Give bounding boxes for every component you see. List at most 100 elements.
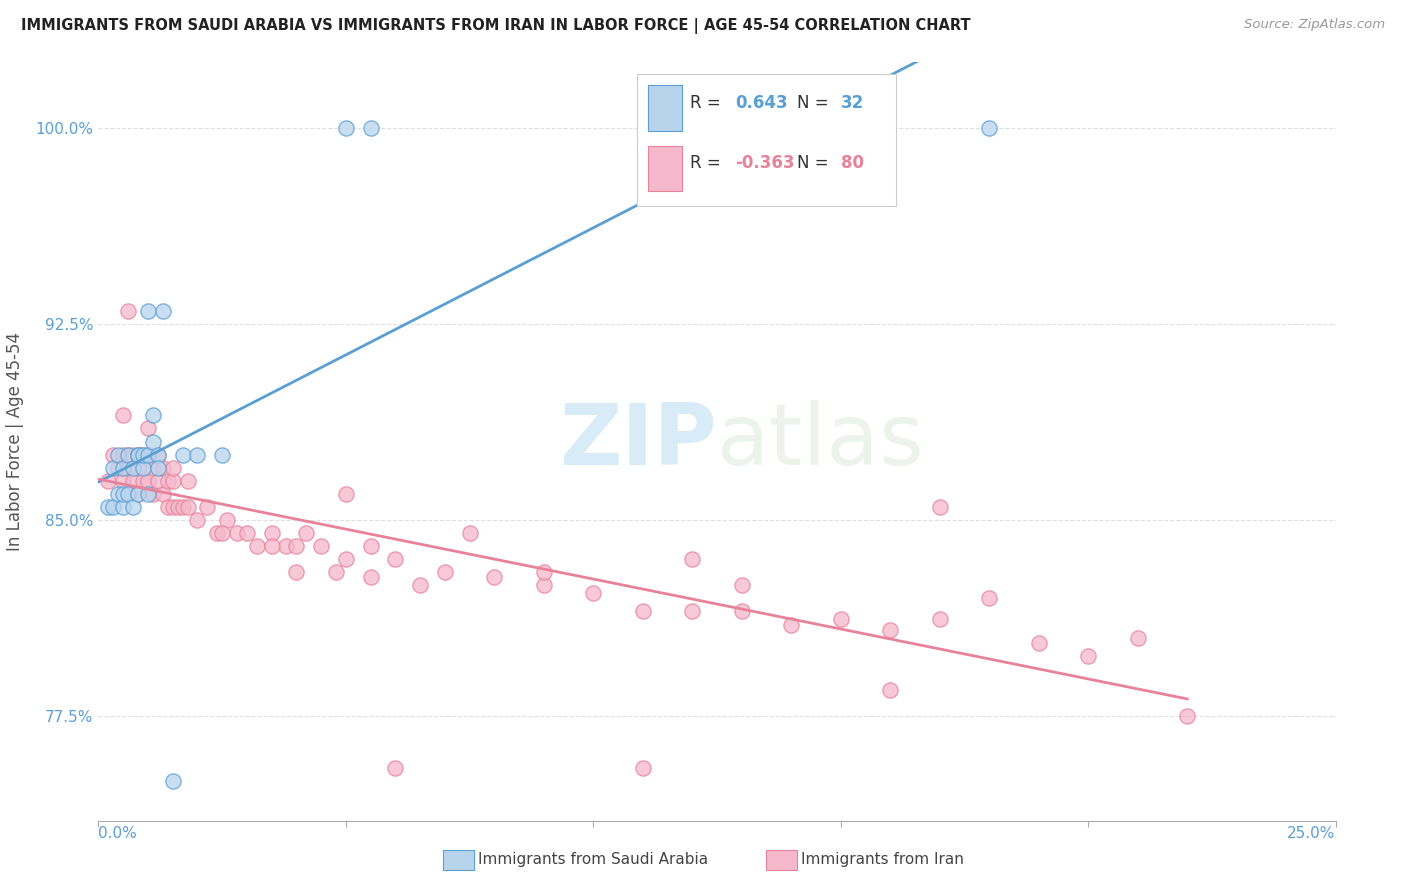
- Point: [162, 500, 184, 514]
- Point: [142, 487, 165, 501]
- Point: [276, 539, 298, 553]
- Point: [172, 448, 194, 462]
- Point: [285, 539, 308, 553]
- Text: 25.0%: 25.0%: [1288, 826, 1336, 841]
- Text: 0.0%: 0.0%: [98, 826, 138, 841]
- Point: [433, 566, 456, 580]
- Point: [979, 591, 1001, 606]
- Point: [979, 120, 1001, 135]
- Point: [360, 570, 382, 584]
- Point: [132, 474, 155, 488]
- Point: [295, 526, 318, 541]
- Point: [217, 513, 239, 527]
- Point: [409, 578, 432, 592]
- Point: [162, 774, 184, 789]
- Point: [1126, 631, 1149, 645]
- Point: [112, 500, 135, 514]
- Point: [335, 552, 357, 566]
- Text: R =: R =: [690, 94, 725, 112]
- Point: [152, 303, 174, 318]
- Point: [205, 526, 228, 541]
- Point: [142, 409, 165, 423]
- Point: [484, 570, 506, 584]
- Point: [107, 487, 129, 501]
- Point: [107, 448, 129, 462]
- Point: [176, 500, 198, 514]
- Point: [533, 566, 555, 580]
- Text: Immigrants from Saudi Arabia: Immigrants from Saudi Arabia: [478, 853, 709, 867]
- Point: [112, 409, 135, 423]
- Point: [384, 761, 406, 775]
- Text: Immigrants from Iran: Immigrants from Iran: [801, 853, 965, 867]
- Point: [780, 617, 803, 632]
- Point: [117, 448, 139, 462]
- FancyBboxPatch shape: [648, 145, 682, 191]
- Point: [112, 460, 135, 475]
- Point: [103, 460, 125, 475]
- Point: [117, 303, 139, 318]
- Point: [112, 487, 135, 501]
- Point: [146, 448, 169, 462]
- Point: [122, 460, 145, 475]
- Point: [1028, 636, 1050, 650]
- Point: [879, 623, 901, 637]
- Point: [226, 526, 249, 541]
- Point: [112, 448, 135, 462]
- Point: [176, 474, 198, 488]
- Point: [879, 682, 901, 697]
- Point: [162, 460, 184, 475]
- FancyBboxPatch shape: [648, 85, 682, 130]
- Point: [136, 487, 159, 501]
- FancyBboxPatch shape: [637, 74, 897, 206]
- Point: [285, 566, 308, 580]
- Point: [928, 612, 950, 626]
- Point: [136, 303, 159, 318]
- Point: [260, 539, 283, 553]
- Text: 80: 80: [841, 154, 863, 172]
- Point: [325, 566, 347, 580]
- Point: [335, 120, 357, 135]
- Point: [172, 500, 194, 514]
- Point: [142, 460, 165, 475]
- Point: [122, 448, 145, 462]
- Point: [162, 474, 184, 488]
- Point: [97, 500, 120, 514]
- Point: [142, 434, 165, 449]
- Text: atlas: atlas: [717, 400, 925, 483]
- Point: [246, 539, 269, 553]
- Text: Source: ZipAtlas.com: Source: ZipAtlas.com: [1244, 18, 1385, 31]
- Point: [152, 487, 174, 501]
- Point: [1175, 709, 1198, 723]
- Point: [112, 474, 135, 488]
- Point: [136, 448, 159, 462]
- Point: [156, 474, 179, 488]
- Text: N =: N =: [797, 94, 834, 112]
- Point: [1077, 648, 1099, 663]
- Point: [136, 421, 159, 435]
- Point: [122, 500, 145, 514]
- Point: [384, 552, 406, 566]
- Point: [731, 578, 754, 592]
- Point: [195, 500, 218, 514]
- Point: [582, 586, 605, 600]
- Text: -0.363: -0.363: [735, 154, 796, 172]
- Text: N =: N =: [797, 154, 834, 172]
- Point: [97, 474, 120, 488]
- Point: [127, 448, 149, 462]
- Point: [103, 448, 125, 462]
- Point: [127, 487, 149, 501]
- Point: [146, 448, 169, 462]
- Point: [136, 474, 159, 488]
- Point: [260, 526, 283, 541]
- Point: [236, 526, 259, 541]
- Point: [631, 605, 654, 619]
- Point: [360, 539, 382, 553]
- Point: [136, 448, 159, 462]
- Point: [309, 539, 332, 553]
- Point: [127, 460, 149, 475]
- Y-axis label: In Labor Force | Age 45-54: In Labor Force | Age 45-54: [7, 332, 24, 551]
- Point: [211, 448, 233, 462]
- Point: [132, 448, 155, 462]
- Point: [127, 448, 149, 462]
- Point: [117, 487, 139, 501]
